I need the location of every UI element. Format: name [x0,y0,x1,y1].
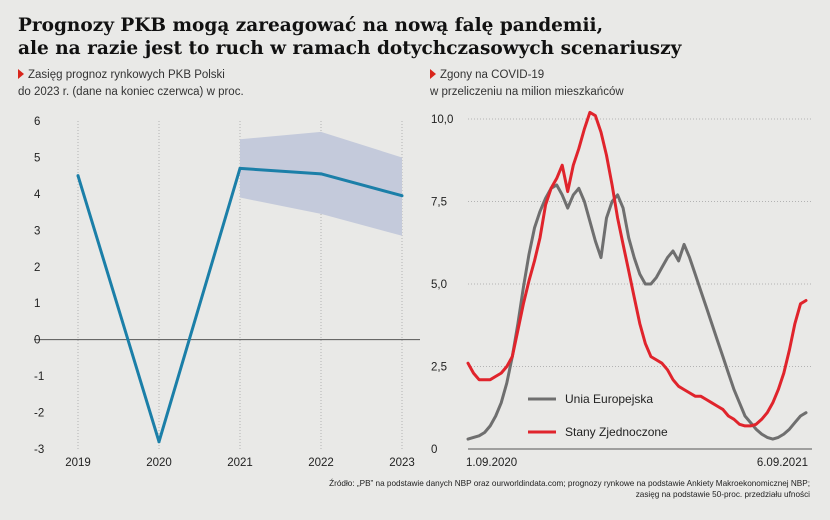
source-note: Źródło: „PB” na podstawie danych NBP ora… [210,478,810,500]
gdp-x-tick-label: 2021 [227,457,253,469]
covid-y-tick-label: 0 [431,444,437,456]
gdp-y-tick-label: 0 [34,335,40,347]
title-line-2: ale na razie jest to ruch w ramach dotyc… [18,38,682,59]
gdp-y-tick-label: 4 [34,189,41,201]
covid-series-line [466,110,808,428]
covid-y-tick-label: 10,0 [431,114,453,126]
triangle-bullet-icon [18,69,24,79]
gdp-y-tick-label: 3 [34,225,40,237]
covid-series-line [466,183,808,441]
gdp-x-tick-label: 2019 [65,457,91,469]
gdp-chart: 6 5 4 3 2 1 0 -1 -2 -3 2019 2020 2021 2022 2023 [34,116,420,469]
triangle-bullet-icon [430,69,436,79]
gdp-data-point [76,174,80,178]
covid-chart: 10,0 7,5 5,0 2,5 0 1.09.2020 6.09.2021 Unia Eur… [431,110,812,469]
gdp-subtitle-line-1: Zasięg prognoz rynkowych PKB Polski [28,69,225,81]
covid-x-tick-label: 1.09.2020 [466,457,517,469]
covid-y-tick-label: 2,5 [431,362,447,374]
gdp-y-tick-label: 5 [34,152,40,164]
covid-subtitle-line-1: Zgony na COVID-19 [440,69,545,81]
gdp-x-tick-label: 2023 [389,457,415,469]
gdp-y-tick-label: -1 [34,371,44,383]
gdp-x-tick-label: 2022 [308,457,334,469]
covid-y-tick-label: 7,5 [431,197,447,209]
gdp-subtitle-line-2: do 2023 r. (dane na koniec czerwca) w pr… [18,86,244,98]
covid-y-tick-label: 5,0 [431,279,447,291]
covid-x-tick-label: 6.09.2021 [757,457,808,469]
gdp-data-point [400,194,404,198]
covid-legend-label: Stany Zjednoczone [565,425,668,439]
gdp-forecast-band [240,131,402,236]
source-line-1: Źródło: „PB” na podstawie danych NBP ora… [329,479,810,488]
source-line-2: zasięg na podstawie 50-proc. przedziału … [635,490,810,499]
covid-subtitle-line-2: w przeliczeniu na milion mieszkańców [430,86,624,98]
chart-title: Prognozy PKB mogą zareagować na nową fal… [18,14,818,60]
gdp-y-tick-label: -3 [34,444,44,456]
covid-chart-subtitle: Zgony na COVID-19 w przeliczeniu na mili… [430,67,624,101]
gdp-y-tick-label: -2 [34,408,44,420]
title-line-1: Prognozy PKB mogą zareagować na nową fal… [18,15,604,36]
gdp-data-point [319,172,323,176]
gdp-y-tick-label: 2 [34,262,40,274]
gdp-chart-subtitle: Zasięg prognoz rynkowych PKB Polski do 2… [18,67,244,101]
gdp-x-tick-label: 2020 [146,457,172,469]
covid-legend-label: Unia Europejska [565,392,653,406]
gdp-data-point [238,166,242,170]
gdp-y-tick-label: 6 [34,116,40,128]
gdp-y-tick-label: 1 [34,298,40,310]
gdp-data-point [157,440,161,444]
